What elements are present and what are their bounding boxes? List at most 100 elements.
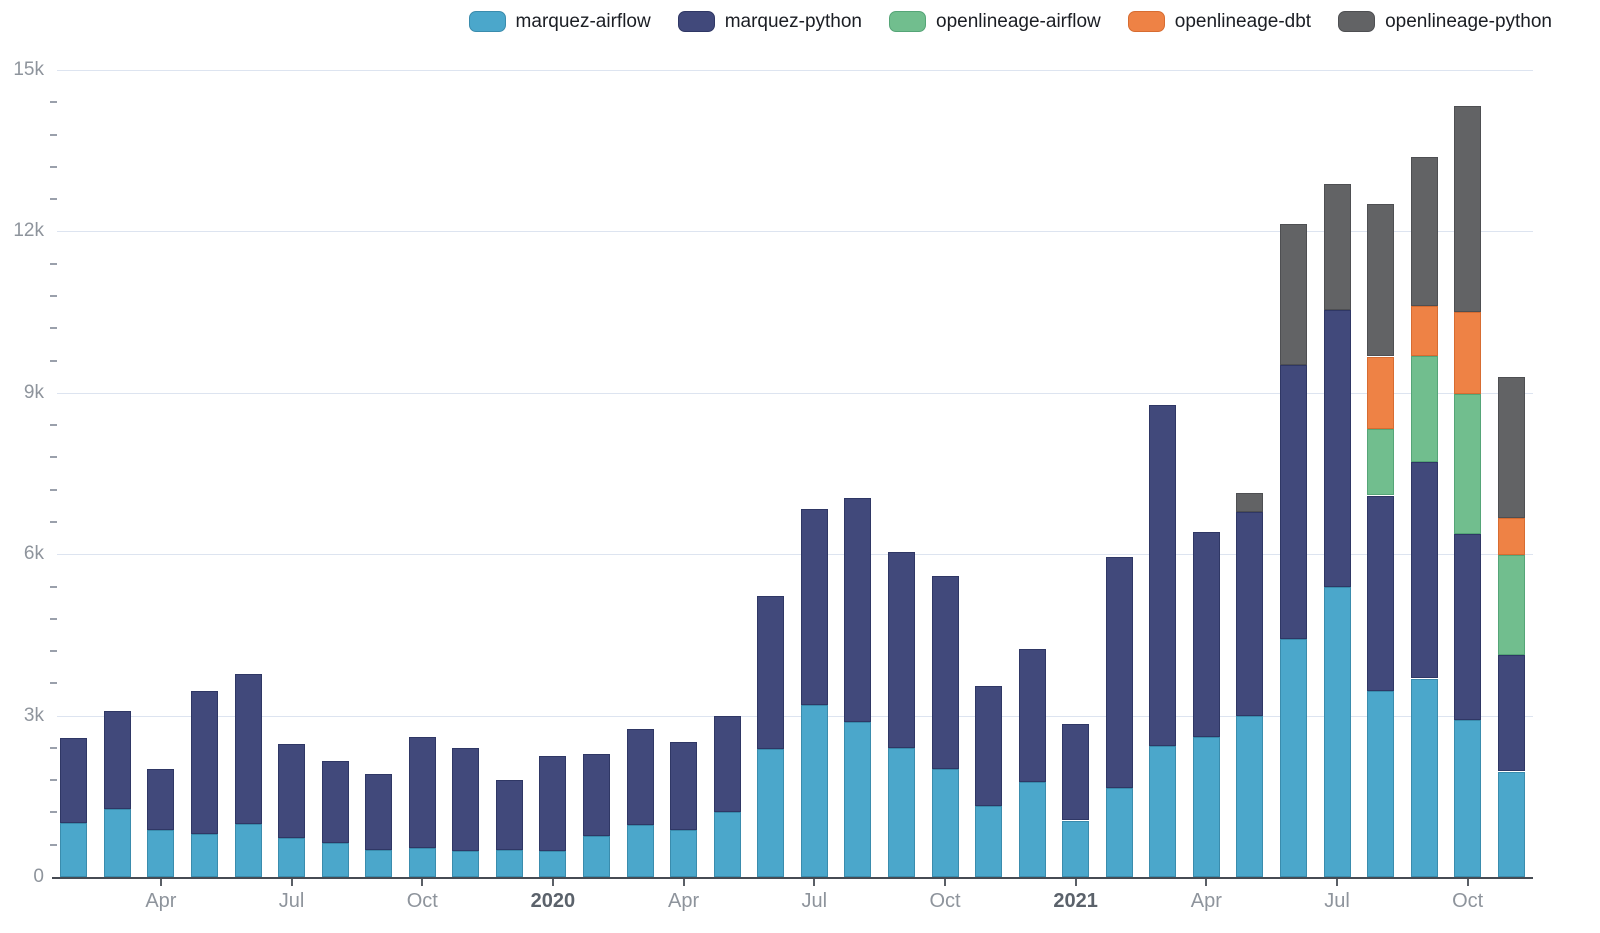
bar-segment-marquez-airflow-Aug-2021[interactable] xyxy=(1367,691,1394,877)
bar-segment-marquez-airflow-Feb-2019[interactable] xyxy=(60,823,88,877)
bar-segment-marquez-airflow-Oct-2020[interactable] xyxy=(931,769,959,877)
bar-segment-marquez-airflow-May-2019[interactable] xyxy=(191,834,218,877)
bar-segment-marquez-airflow-Mar-2019[interactable] xyxy=(103,809,131,877)
bar-segment-marquez-airflow-Nov-2019[interactable] xyxy=(452,851,480,877)
bar-segment-openlineage-airflow-Aug-2021[interactable] xyxy=(1367,428,1394,496)
bar-segment-marquez-airflow-Jul-2021[interactable] xyxy=(1323,587,1351,877)
bar-segment-marquez-airflow-May-2021[interactable] xyxy=(1236,716,1264,877)
bar-segment-marquez-airflow-Jun-2019[interactable] xyxy=(234,824,262,877)
bar-segment-openlineage-dbt-Nov-2021[interactable] xyxy=(1497,518,1525,555)
bar-segment-marquez-airflow-Feb-2021[interactable] xyxy=(1105,788,1133,877)
bar-segment-marquez-python-Dec-2020[interactable] xyxy=(1018,648,1046,783)
legend-swatch-icon xyxy=(1127,11,1165,32)
bar-segment-marquez-python-Sep-2019[interactable] xyxy=(365,774,393,851)
bar-segment-marquez-python-Mar-2020[interactable] xyxy=(626,728,654,826)
bar-segment-marquez-python-Apr-2020[interactable] xyxy=(670,742,698,830)
bar-segment-marquez-python-Jun-2019[interactable] xyxy=(234,674,262,825)
bar-segment-marquez-airflow-Mar-2020[interactable] xyxy=(626,825,654,877)
bar-segment-marquez-python-Nov-2019[interactable] xyxy=(452,748,480,852)
bar-segment-marquez-python-Jan-2021[interactable] xyxy=(1062,724,1090,821)
bar-segment-marquez-airflow-Nov-2021[interactable] xyxy=(1497,771,1525,877)
legend-item-openlineage-python[interactable]: openlineage-python xyxy=(1338,11,1552,32)
legend-label: marquez-airflow xyxy=(515,11,651,32)
bar-segment-marquez-airflow-Oct-2019[interactable] xyxy=(408,847,436,877)
bar-segment-openlineage-python-Nov-2021[interactable] xyxy=(1497,377,1525,519)
y-axis-minor-tick xyxy=(50,779,57,782)
bar-segment-marquez-python-May-2019[interactable] xyxy=(191,691,218,834)
bar-segment-marquez-airflow-Jul-2019[interactable] xyxy=(278,838,306,877)
bar-segment-marquez-airflow-Sep-2020[interactable] xyxy=(887,748,915,877)
bar-segment-openlineage-python-May-2021[interactable] xyxy=(1236,493,1264,513)
bar-segment-marquez-python-Mar-2019[interactable] xyxy=(103,711,131,810)
bar-segment-marquez-python-Apr-2019[interactable] xyxy=(147,768,175,830)
legend-item-marquez-airflow[interactable]: marquez-airflow xyxy=(468,11,651,32)
bar-segment-marquez-python-Mar-2021[interactable] xyxy=(1149,404,1177,746)
bar-segment-marquez-airflow-May-2020[interactable] xyxy=(713,812,741,877)
bar-segment-marquez-python-Oct-2020[interactable] xyxy=(931,576,959,770)
bar-segment-marquez-python-Dec-2019[interactable] xyxy=(495,780,523,851)
bar-segment-marquez-airflow-Jun-2020[interactable] xyxy=(757,749,785,877)
bar-segment-openlineage-airflow-Nov-2021[interactable] xyxy=(1497,554,1525,655)
bar-segment-openlineage-dbt-Aug-2021[interactable] xyxy=(1367,356,1394,429)
bar-segment-marquez-python-Sep-2020[interactable] xyxy=(887,552,915,749)
bar-segment-marquez-airflow-Jan-2020[interactable] xyxy=(539,850,567,877)
bar-segment-marquez-airflow-Mar-2021[interactable] xyxy=(1149,746,1177,877)
legend-swatch-icon xyxy=(468,11,506,32)
legend-label: openlineage-airflow xyxy=(936,11,1101,32)
x-axis-label-Apr: Apr xyxy=(668,890,700,912)
bar-segment-marquez-airflow-Feb-2020[interactable] xyxy=(583,836,610,877)
bar-segment-marquez-python-Aug-2020[interactable] xyxy=(844,498,872,723)
bar-segment-marquez-python-Nov-2021[interactable] xyxy=(1497,654,1525,772)
bar-segment-marquez-airflow-Apr-2019[interactable] xyxy=(147,829,175,877)
bar-segment-marquez-airflow-Oct-2021[interactable] xyxy=(1454,719,1482,877)
bar-segment-openlineage-python-Sep-2021[interactable] xyxy=(1410,156,1438,306)
x-axis-tick-Apr xyxy=(159,879,162,886)
bar-segment-marquez-python-Jul-2021[interactable] xyxy=(1323,310,1351,587)
bar-segment-marquez-python-May-2021[interactable] xyxy=(1236,512,1264,717)
bar-segment-openlineage-python-Oct-2021[interactable] xyxy=(1454,106,1482,312)
bar-segment-marquez-airflow-Aug-2019[interactable] xyxy=(321,842,349,877)
bar-segment-marquez-python-Oct-2019[interactable] xyxy=(408,737,436,848)
bar-segment-marquez-airflow-Nov-2020[interactable] xyxy=(975,805,1002,877)
bar-segment-marquez-airflow-Dec-2020[interactable] xyxy=(1018,782,1046,877)
bar-segment-openlineage-airflow-Sep-2021[interactable] xyxy=(1410,356,1438,462)
bar-segment-marquez-python-Aug-2019[interactable] xyxy=(321,760,349,843)
bar-segment-openlineage-airflow-Oct-2021[interactable] xyxy=(1454,394,1482,534)
bar-segment-openlineage-python-Jul-2021[interactable] xyxy=(1323,183,1351,311)
bar-segment-marquez-python-Oct-2021[interactable] xyxy=(1454,534,1482,720)
bar-segment-marquez-airflow-Sep-2019[interactable] xyxy=(365,850,393,877)
bar-segment-marquez-python-Feb-2019[interactable] xyxy=(60,738,88,824)
bar-segment-marquez-python-Apr-2021[interactable] xyxy=(1192,531,1220,737)
bar-segment-openlineage-dbt-Oct-2021[interactable] xyxy=(1454,311,1482,395)
bar-segment-openlineage-dbt-Sep-2021[interactable] xyxy=(1410,305,1438,357)
bar-segment-marquez-python-Feb-2021[interactable] xyxy=(1105,557,1133,789)
x-axis-label-Apr: Apr xyxy=(1190,890,1222,912)
bar-segment-marquez-python-Jan-2020[interactable] xyxy=(539,756,567,851)
bar-segment-openlineage-python-Jun-2021[interactable] xyxy=(1279,224,1307,366)
bar-segment-openlineage-python-Aug-2021[interactable] xyxy=(1367,204,1394,357)
bar-segment-marquez-airflow-Apr-2020[interactable] xyxy=(670,829,698,877)
bar-segment-marquez-python-Aug-2021[interactable] xyxy=(1367,495,1394,692)
bar-segment-marquez-python-May-2020[interactable] xyxy=(713,715,741,813)
bar-segment-marquez-python-Jun-2021[interactable] xyxy=(1279,365,1307,639)
bar-segment-marquez-airflow-Jan-2021[interactable] xyxy=(1062,820,1090,877)
y-axis-minor-tick xyxy=(50,488,57,491)
bar-segment-marquez-airflow-Apr-2021[interactable] xyxy=(1192,736,1220,877)
bar-segment-marquez-airflow-Dec-2019[interactable] xyxy=(495,850,523,877)
bar-segment-marquez-airflow-Aug-2020[interactable] xyxy=(844,722,872,877)
legend-item-openlineage-dbt[interactable]: openlineage-dbt xyxy=(1127,11,1311,32)
y-axis-minor-tick xyxy=(50,617,57,620)
x-axis-label-Oct: Oct xyxy=(1452,890,1484,912)
bar-segment-marquez-python-Nov-2020[interactable] xyxy=(975,685,1002,806)
bar-segment-marquez-python-Feb-2020[interactable] xyxy=(583,754,610,837)
legend-item-openlineage-airflow[interactable]: openlineage-airflow xyxy=(889,11,1101,32)
bar-segment-marquez-airflow-Jul-2020[interactable] xyxy=(800,704,828,877)
y-axis-label-6k: 6k xyxy=(23,543,44,565)
bar-segment-marquez-python-Jun-2020[interactable] xyxy=(757,596,785,750)
bar-segment-marquez-python-Jul-2020[interactable] xyxy=(800,509,828,705)
bar-segment-marquez-python-Sep-2021[interactable] xyxy=(1410,461,1438,679)
legend-item-marquez-python[interactable]: marquez-python xyxy=(677,11,862,32)
bar-segment-marquez-python-Jul-2019[interactable] xyxy=(278,744,306,839)
bar-segment-marquez-airflow-Sep-2021[interactable] xyxy=(1410,678,1438,877)
bar-segment-marquez-airflow-Jun-2021[interactable] xyxy=(1279,638,1307,877)
